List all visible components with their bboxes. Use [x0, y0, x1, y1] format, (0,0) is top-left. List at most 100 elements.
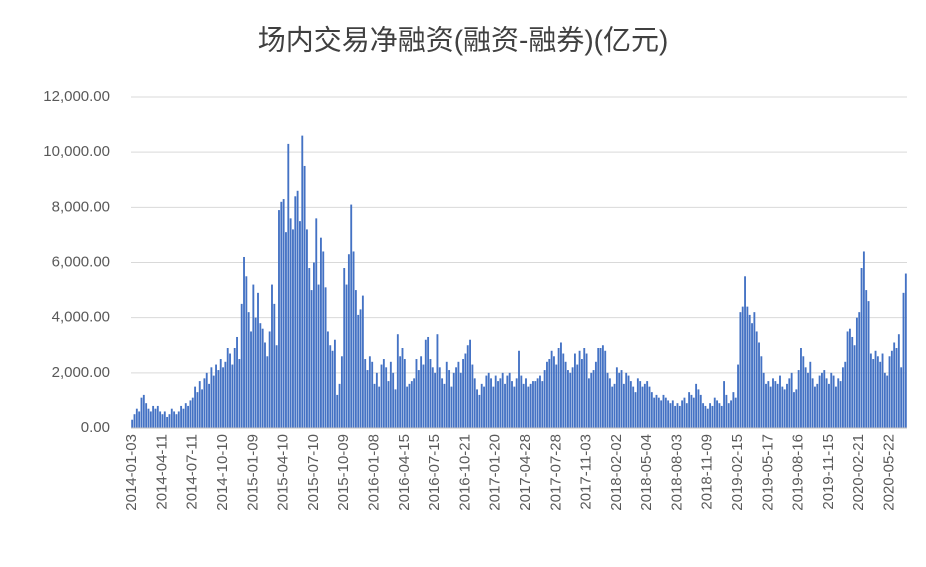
bar	[788, 378, 791, 428]
bar	[823, 370, 826, 428]
bar	[354, 290, 357, 428]
bar	[375, 372, 378, 428]
bar	[236, 336, 238, 428]
bar	[373, 383, 376, 428]
bar	[494, 375, 497, 428]
bar	[145, 403, 148, 428]
bar	[865, 290, 868, 428]
bar	[634, 392, 637, 428]
bar	[299, 221, 301, 428]
bar	[765, 383, 767, 428]
bar	[718, 403, 721, 428]
bar	[243, 256, 245, 428]
bar	[455, 367, 458, 428]
bar	[855, 317, 858, 428]
bar	[385, 367, 388, 428]
bar	[427, 336, 430, 428]
bar	[285, 232, 287, 428]
bar	[170, 408, 173, 428]
bar	[212, 375, 215, 428]
bar	[450, 386, 453, 428]
bar	[883, 372, 886, 428]
bar	[720, 405, 723, 428]
x-tick-label: 2015-07-10	[305, 434, 322, 511]
bar	[431, 367, 434, 428]
bar	[499, 378, 502, 428]
x-tick-label: 2015-01-09	[244, 434, 261, 511]
bar	[133, 414, 136, 428]
bar	[252, 284, 255, 428]
bar	[692, 397, 695, 428]
bar	[636, 378, 639, 428]
bar	[154, 408, 157, 428]
bar	[303, 165, 306, 429]
bar	[564, 361, 567, 428]
bar	[187, 405, 190, 428]
bar	[893, 342, 896, 428]
bar	[622, 383, 625, 428]
bar	[250, 331, 252, 428]
bar	[662, 394, 665, 428]
x-tick-label: 2016-04-15	[396, 434, 413, 511]
bar	[830, 372, 833, 428]
bar	[189, 400, 192, 428]
bar	[744, 276, 746, 428]
bar	[671, 400, 674, 428]
bar	[215, 364, 217, 428]
bar	[697, 389, 700, 428]
bar	[597, 348, 600, 428]
x-tick-label: 2018-05-04	[638, 434, 655, 511]
bar	[569, 372, 572, 428]
bar	[361, 295, 364, 428]
bar	[166, 416, 169, 428]
bar	[695, 383, 698, 428]
bar	[620, 370, 623, 428]
bar	[553, 356, 555, 428]
bar	[534, 381, 537, 428]
bar	[811, 378, 814, 428]
bar	[825, 378, 828, 428]
bar	[338, 383, 341, 428]
bar	[138, 411, 141, 428]
bar	[860, 268, 863, 428]
bar	[222, 367, 224, 428]
bar	[389, 361, 392, 428]
bar	[858, 312, 861, 428]
bar	[560, 342, 562, 428]
bar	[741, 306, 744, 428]
bar	[611, 386, 614, 428]
bar	[196, 392, 199, 428]
bar	[834, 386, 837, 428]
bar	[340, 356, 343, 428]
bar	[683, 397, 686, 428]
bar	[168, 414, 171, 428]
bar	[730, 400, 732, 428]
bar	[438, 367, 441, 428]
y-tick-label: 10,000.00	[43, 143, 110, 160]
bar	[485, 375, 488, 428]
bar	[366, 370, 369, 428]
x-tick-label: 2016-01-08	[365, 434, 382, 511]
x-tick-label: 2014-01-03	[123, 434, 140, 511]
bar	[511, 381, 513, 428]
bar	[476, 389, 478, 428]
bar	[527, 386, 530, 428]
bar	[280, 201, 283, 428]
bar	[457, 361, 460, 428]
bar	[678, 405, 681, 428]
bar	[194, 386, 197, 428]
bar	[618, 372, 621, 428]
bar	[336, 394, 339, 428]
bar	[261, 328, 264, 428]
y-tick-label: 0.00	[81, 419, 110, 436]
x-tick-label: 2020-02-21	[850, 434, 867, 511]
bar	[578, 350, 581, 428]
bar	[713, 397, 716, 428]
bar	[306, 229, 308, 428]
bar	[655, 394, 658, 428]
x-tick-label: 2017-04-28	[517, 434, 534, 511]
bar	[851, 336, 854, 428]
bar	[497, 381, 499, 428]
bar	[324, 287, 327, 428]
bar	[273, 303, 276, 428]
